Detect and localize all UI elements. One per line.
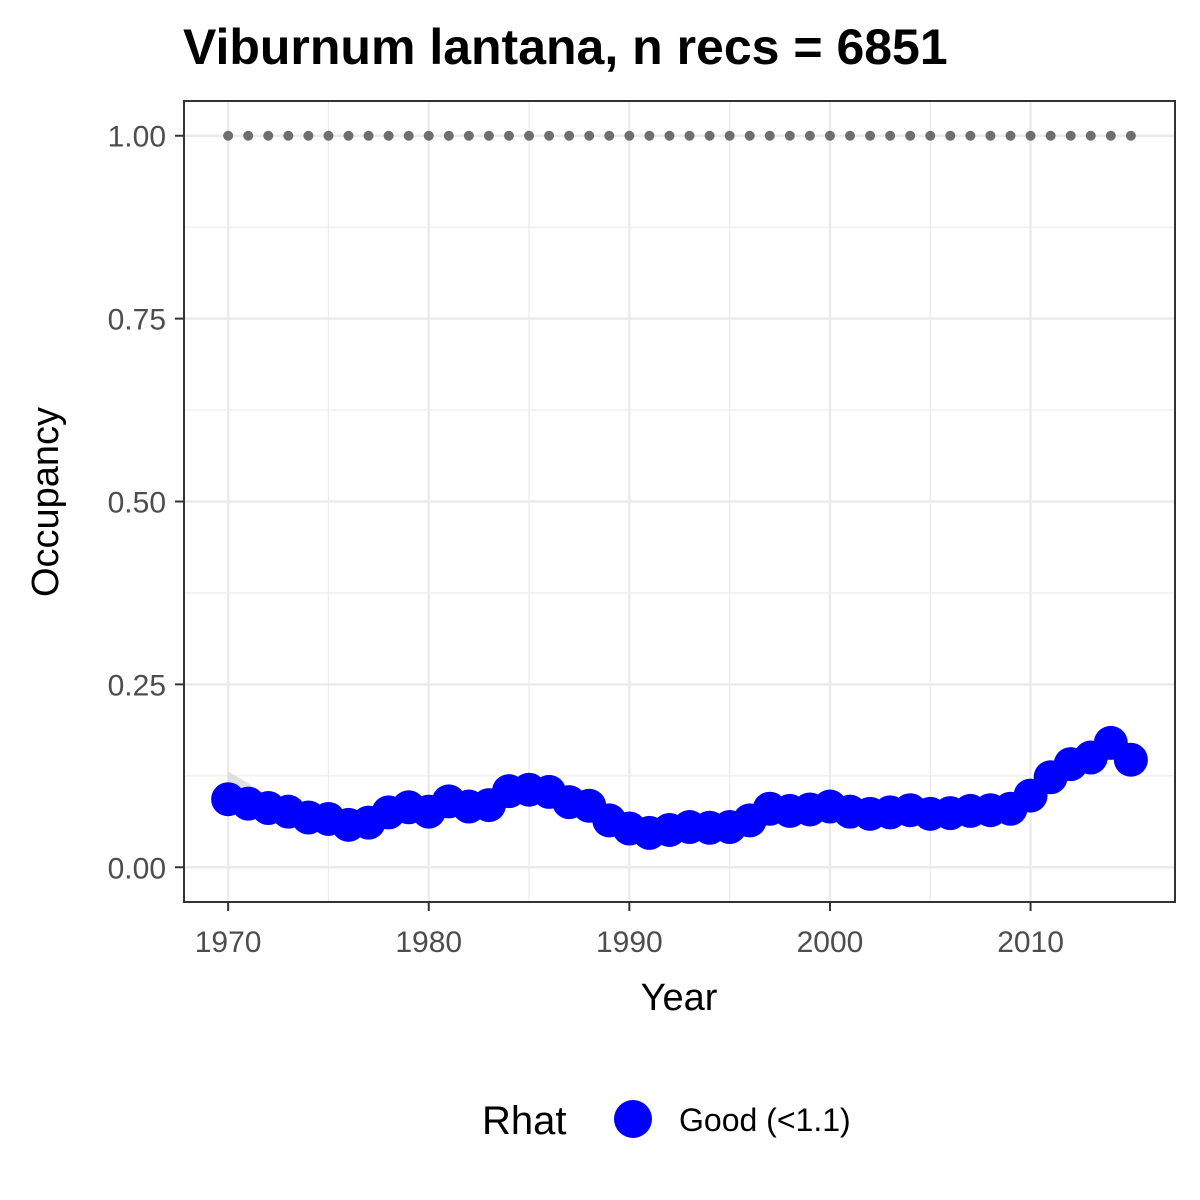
x-tick-label: 2000: [797, 926, 864, 959]
reference-point: [744, 130, 755, 141]
y-tick-label: 1.00: [108, 121, 166, 154]
reference-point: [644, 130, 655, 141]
reference-point: [323, 130, 334, 141]
reference-point: [283, 130, 294, 141]
reference-point: [223, 130, 234, 141]
reference-point: [263, 130, 274, 141]
reference-point: [885, 130, 896, 141]
reference-point: [824, 130, 835, 141]
occupancy-point: [1113, 742, 1148, 777]
reference-point: [945, 130, 956, 141]
legend: Rhat Good (<1.1): [482, 1099, 851, 1143]
reference-point: [343, 130, 354, 141]
legend-marker: [614, 1100, 652, 1138]
reference-point: [564, 130, 575, 141]
x-tick-label: 1980: [395, 926, 462, 959]
reference-point: [363, 130, 374, 141]
reference-point: [684, 130, 695, 141]
reference-point: [463, 130, 474, 141]
reference-point: [503, 130, 514, 141]
y-tick-label: 0.00: [108, 852, 166, 885]
occupancy-series: [211, 725, 1148, 850]
reference-point: [1025, 130, 1036, 141]
reference-point: [403, 130, 414, 141]
reference-point: [865, 130, 876, 141]
reference-point: [544, 130, 555, 141]
reference-point: [524, 130, 535, 141]
reference-point: [925, 130, 936, 141]
reference-point: [483, 130, 494, 141]
reference-point: [724, 130, 735, 141]
chart-title: Viburnum lantana, n recs = 6851: [183, 19, 948, 75]
axis-ticks: 1970 1980 1990 2000 2010 0.00 0.25 0.50 0.75 1.00: [108, 121, 1064, 959]
reference-point: [584, 130, 595, 141]
reference-point: [303, 130, 314, 141]
reference-point: [1085, 130, 1096, 141]
reference-point: [845, 130, 856, 141]
reference-point: [1105, 130, 1116, 141]
x-axis-title: Year: [641, 977, 718, 1019]
reference-point: [704, 130, 715, 141]
reference-point: [1125, 130, 1136, 141]
y-tick-label: 0.25: [108, 669, 166, 702]
legend-title: Rhat: [482, 1099, 567, 1143]
reference-point: [443, 130, 454, 141]
reference-point: [1065, 130, 1076, 141]
x-tick-label: 1990: [596, 926, 663, 959]
reference-point: [965, 130, 976, 141]
reference-point: [664, 130, 675, 141]
reference-point: [1005, 130, 1016, 141]
y-tick-label: 0.50: [108, 487, 166, 520]
reference-point: [383, 130, 394, 141]
y-tick-label: 0.75: [108, 304, 166, 337]
reference-point: [784, 130, 795, 141]
reference-point: [423, 130, 434, 141]
reference-point: [243, 130, 254, 141]
y-axis-title: Occupancy: [25, 407, 67, 597]
reference-point: [604, 130, 615, 141]
x-tick-label: 2010: [997, 926, 1064, 959]
reference-points: [223, 130, 1136, 141]
legend-label: Good (<1.1): [679, 1102, 851, 1138]
reference-point: [624, 130, 635, 141]
reference-point: [804, 130, 815, 141]
x-tick-label: 1970: [195, 926, 262, 959]
grid-lines: [184, 101, 1175, 902]
reference-point: [1045, 130, 1056, 141]
reference-point: [905, 130, 916, 141]
reference-point: [764, 130, 775, 141]
reference-point: [985, 130, 996, 141]
